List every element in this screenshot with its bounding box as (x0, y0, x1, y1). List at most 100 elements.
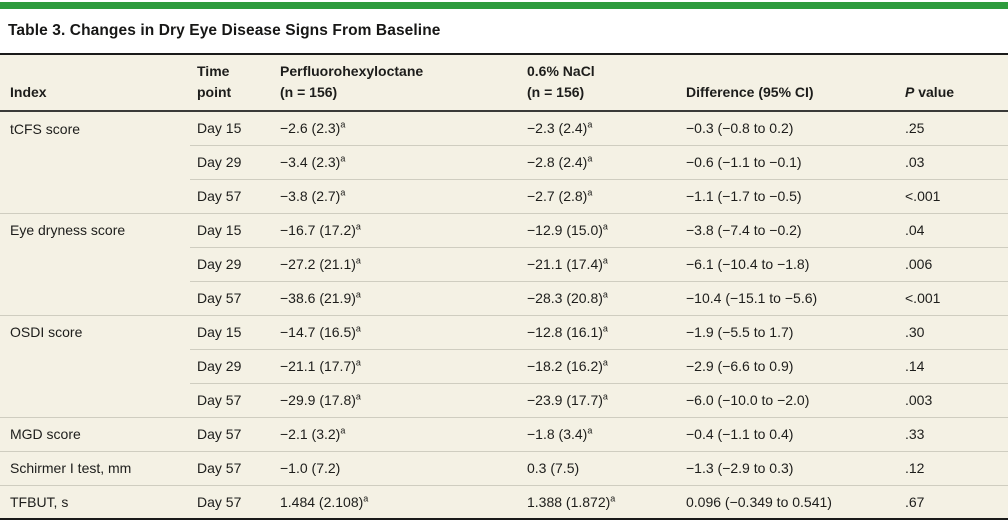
footnote-marker: a (340, 119, 346, 130)
cell-drug-value: 1.484 (2.108)a (273, 484, 520, 519)
footnote-marker: a (340, 187, 346, 198)
cell-p-value: .04 (898, 212, 1008, 247)
cell-drug-value: −2.1 (3.2)a (273, 416, 520, 451)
footnote-marker: a (340, 153, 346, 164)
column-header-p-value: P value (898, 54, 1008, 112)
footnote-marker: a (355, 323, 361, 334)
cell-time-point: Day 57 (190, 450, 273, 485)
cell-difference: 0.096 (−0.349 to 0.541) (679, 484, 898, 519)
table-body: tCFS score Day 15 −2.6 (2.3)a −2.3 (2.4)… (0, 111, 1008, 519)
cell-time-point: Day 57 (190, 178, 273, 213)
footnote-marker: a (602, 357, 608, 368)
cell-index: Schirmer I test, mm (0, 450, 190, 485)
table-row: Schirmer I test, mm Day 57 −1.0 (7.2) 0.… (0, 450, 1008, 485)
footnote-marker: a (587, 187, 593, 198)
footnote-marker: a (355, 255, 361, 266)
footnote-marker: a (587, 425, 593, 436)
cell-control-value: −2.8 (2.4)a (520, 144, 679, 179)
cell-drug-value: −38.6 (21.9)a (273, 280, 520, 315)
column-header-difference: Difference (95% CI) (679, 54, 898, 112)
footnote-marker: a (602, 255, 608, 266)
cell-p-value: .003 (898, 382, 1008, 417)
column-header-time-point: Time point (190, 54, 273, 112)
cell-index (0, 281, 190, 315)
cell-control-value: −2.7 (2.8)a (520, 178, 679, 213)
cell-drug-value: −2.6 (2.3)a (273, 111, 520, 145)
cell-time-point: Day 57 (190, 280, 273, 315)
cell-difference: −0.6 (−1.1 to −0.1) (679, 144, 898, 179)
table-row: OSDI score Day 15 −14.7 (16.5)a −12.8 (1… (0, 314, 1008, 349)
cell-difference: −1.3 (−2.9 to 0.3) (679, 450, 898, 485)
dry-eye-signs-table: Index Time point Perfluorohexyloctane (n… (0, 53, 1008, 520)
cell-difference: −0.4 (−1.1 to 0.4) (679, 416, 898, 451)
cell-time-point: Day 57 (190, 416, 273, 451)
cell-p-value: .67 (898, 484, 1008, 519)
cell-drug-value: −16.7 (17.2)a (273, 212, 520, 247)
cell-drug-value: −29.9 (17.8)a (273, 382, 520, 417)
cell-time-point: Day 29 (190, 348, 273, 383)
cell-index: tCFS score (0, 111, 190, 145)
cell-index (0, 179, 190, 213)
cell-control-value: −21.1 (17.4)a (520, 246, 679, 281)
footnote-marker: a (355, 357, 361, 368)
cell-drug-value: −14.7 (16.5)a (273, 314, 520, 349)
footnote-marker: a (587, 119, 593, 130)
cell-p-value: <.001 (898, 280, 1008, 315)
cell-difference: −2.9 (−6.6 to 0.9) (679, 348, 898, 383)
footnote-marker: a (602, 323, 608, 334)
table-row: TFBUT, s Day 57 1.484 (2.108)a 1.388 (1.… (0, 484, 1008, 519)
cell-time-point: Day 29 (190, 144, 273, 179)
table-title-bar: Table 3. Changes in Dry Eye Disease Sign… (0, 9, 1008, 53)
table-row: tCFS score Day 15 −2.6 (2.3)a −2.3 (2.4)… (0, 111, 1008, 145)
cell-p-value: .25 (898, 111, 1008, 145)
cell-control-value: −12.9 (15.0)a (520, 212, 679, 247)
table-row: MGD score Day 57 −2.1 (3.2)a −1.8 (3.4)a… (0, 416, 1008, 451)
cell-index (0, 383, 190, 417)
cell-p-value: <.001 (898, 178, 1008, 213)
table-row: Eye dryness score Day 15 −16.7 (17.2)a −… (0, 212, 1008, 247)
cell-p-value: .03 (898, 144, 1008, 179)
cell-drug-value: −3.8 (2.7)a (273, 178, 520, 213)
cell-control-value: −23.9 (17.7)a (520, 382, 679, 417)
cell-control-value: −2.3 (2.4)a (520, 111, 679, 145)
cell-index: MGD score (0, 416, 190, 451)
footnote-marker: a (602, 391, 608, 402)
cell-control-value: 1.388 (1.872)a (520, 484, 679, 519)
footnote-marker: a (602, 221, 608, 232)
cell-time-point: Day 29 (190, 246, 273, 281)
cell-difference: −6.1 (−10.4 to −1.8) (679, 246, 898, 281)
cell-difference: −6.0 (−10.0 to −2.0) (679, 382, 898, 417)
footnote-marker: a (602, 289, 608, 300)
footnote-marker: a (610, 493, 616, 504)
column-header-nacl: 0.6% NaCl (n = 156) (520, 54, 679, 112)
cell-index: Eye dryness score (0, 212, 190, 247)
table-row: Day 29 −21.1 (17.7)a −18.2 (16.2)a −2.9 … (0, 348, 1008, 383)
header-row: Index Time point Perfluorohexyloctane (n… (0, 54, 1008, 112)
accent-bar (0, 2, 1008, 9)
cell-difference: −3.8 (−7.4 to −0.2) (679, 212, 898, 247)
cell-drug-value: −27.2 (21.1)a (273, 246, 520, 281)
footnote-marker: a (363, 493, 369, 504)
cell-index: OSDI score (0, 314, 190, 349)
cell-control-value: −1.8 (3.4)a (520, 416, 679, 451)
column-header-perfluorohexyloctane: Perfluorohexyloctane (n = 156) (273, 54, 520, 112)
cell-index (0, 145, 190, 179)
column-header-index: Index (0, 54, 190, 112)
footnote-marker: a (587, 153, 593, 164)
cell-difference: −10.4 (−15.1 to −5.6) (679, 280, 898, 315)
cell-time-point: Day 15 (190, 111, 273, 145)
cell-control-value: 0.3 (7.5) (520, 450, 679, 485)
footnote-marker: a (340, 425, 346, 436)
cell-drug-value: −21.1 (17.7)a (273, 348, 520, 383)
cell-difference: −1.9 (−5.5 to 1.7) (679, 314, 898, 349)
cell-p-value: .33 (898, 416, 1008, 451)
cell-p-value: .30 (898, 314, 1008, 349)
cell-time-point: Day 57 (190, 484, 273, 519)
cell-p-value: .12 (898, 450, 1008, 485)
cell-time-point: Day 15 (190, 212, 273, 247)
table-title: Table 3. Changes in Dry Eye Disease Sign… (8, 22, 441, 39)
cell-time-point: Day 57 (190, 382, 273, 417)
table-row: Day 29 −27.2 (21.1)a −21.1 (17.4)a −6.1 … (0, 246, 1008, 281)
cell-difference: −0.3 (−0.8 to 0.2) (679, 111, 898, 145)
